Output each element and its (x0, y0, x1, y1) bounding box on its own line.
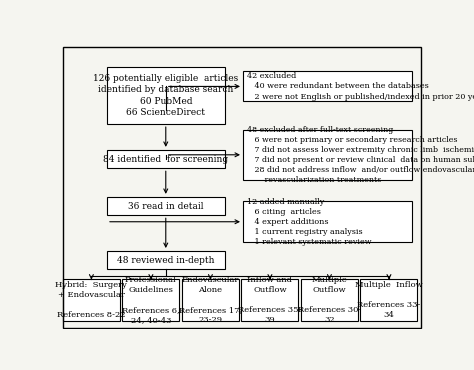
FancyBboxPatch shape (243, 130, 412, 180)
Text: 126 potentially eligible  articles
identified by database search
60 PubMed
66 Sc: 126 potentially eligible articles identi… (93, 74, 238, 117)
Text: Inflow and
Outflow

References 35-
39: Inflow and Outflow References 35- 39 (238, 276, 301, 324)
Text: Professional
Guidelines

References 6,
24, 40-43: Professional Guidelines References 6, 24… (122, 276, 180, 324)
FancyBboxPatch shape (301, 279, 358, 321)
FancyBboxPatch shape (360, 279, 418, 321)
FancyBboxPatch shape (107, 150, 225, 168)
FancyBboxPatch shape (241, 279, 299, 321)
Text: 48 excluded after full-text screening
   6 were not primary or secondary researc: 48 excluded after full-text screening 6 … (247, 125, 474, 184)
Text: 12 added manually
   6 citing  articles
   4 expert additions
   1 current regis: 12 added manually 6 citing articles 4 ex… (247, 198, 372, 246)
FancyBboxPatch shape (243, 71, 412, 101)
FancyBboxPatch shape (122, 279, 179, 321)
Text: Multiple  Inflow

References 33-
34: Multiple Inflow References 33- 34 (355, 281, 423, 319)
Text: 48 reviewed in-depth: 48 reviewed in-depth (117, 256, 215, 265)
FancyBboxPatch shape (107, 251, 225, 269)
Text: 36 read in detail: 36 read in detail (128, 202, 203, 211)
Text: Hybrid:  Surgery
+ Endovascular

References 8-22: Hybrid: Surgery + Endovascular Reference… (55, 281, 128, 319)
FancyBboxPatch shape (107, 67, 225, 124)
Text: Multiple
Outflow

References 30-
32: Multiple Outflow References 30- 32 (298, 276, 361, 324)
Text: 84 identified  for screening: 84 identified for screening (103, 155, 228, 164)
FancyBboxPatch shape (182, 279, 239, 321)
FancyBboxPatch shape (107, 197, 225, 215)
FancyBboxPatch shape (243, 201, 412, 242)
Text: Endovascular
Alone

References 17,
23-29: Endovascular Alone References 17, 23-29 (179, 276, 242, 324)
Text: 42 excluded
   40 were redundant between the databases
   2 were not English or : 42 excluded 40 were redundant between th… (247, 72, 474, 101)
FancyBboxPatch shape (63, 279, 120, 321)
